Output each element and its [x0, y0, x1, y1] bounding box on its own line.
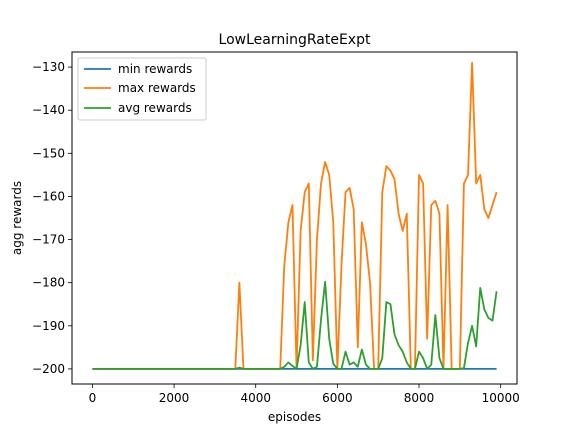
series-line-avg-rewards [92, 280, 498, 370]
legend-box [77, 57, 207, 121]
y-axis-label: agg rewards [10, 181, 24, 255]
y-tick-label: −130 [32, 60, 65, 74]
y-ticks: −200 −190 −180 −170 −160 −150 −140 −130 [32, 60, 72, 376]
x-tick-label: 8000 [404, 391, 435, 405]
y-tick-label: −140 [32, 103, 65, 117]
chart-title: LowLearningRateExpt [219, 32, 371, 48]
x-tick-label: 4000 [240, 391, 271, 405]
series-layer [92, 61, 498, 370]
y-tick-label: −190 [32, 319, 65, 333]
legend: min rewards max rewards avg rewards [77, 57, 207, 121]
x-axis-label: episodes [268, 410, 321, 424]
legend-label-max: max rewards [118, 81, 196, 95]
y-tick-label: −200 [32, 362, 65, 376]
legend-label-avg: avg rewards [118, 101, 192, 115]
y-tick-label: −170 [32, 233, 65, 247]
x-tick-label: 10000 [482, 391, 520, 405]
x-ticks: 0 2000 4000 6000 8000 10000 [89, 384, 520, 405]
x-tick-label: 6000 [322, 391, 353, 405]
x-tick-label: 0 [89, 391, 97, 405]
y-tick-label: −150 [32, 146, 65, 160]
y-tick-label: −160 [32, 189, 65, 203]
legend-label-min: min rewards [118, 62, 192, 76]
x-tick-label: 2000 [159, 391, 190, 405]
y-tick-label: −180 [32, 276, 65, 290]
